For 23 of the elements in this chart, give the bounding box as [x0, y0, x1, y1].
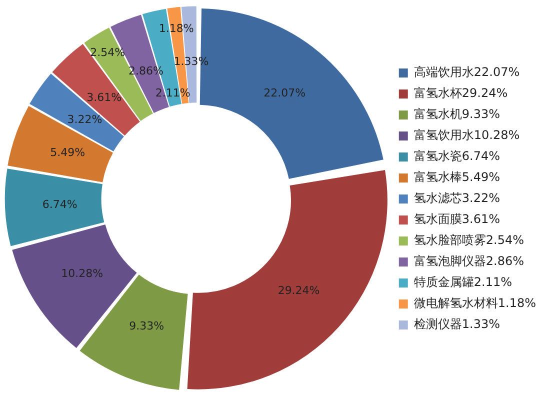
- data-label: 3.61%: [86, 90, 122, 104]
- data-label: 29.24%: [278, 284, 320, 297]
- legend-label: 微电解氢水材料1.18%: [414, 296, 536, 310]
- legend-label: 富氢水棒5.49%: [414, 170, 500, 184]
- legend-label: 富氢水杯29.24%: [414, 86, 508, 100]
- data-label: 6.74%: [42, 198, 78, 211]
- data-label: 1.33%: [174, 54, 209, 68]
- legend-label: 氢水面膜3.61%: [414, 212, 500, 226]
- legend-label: 富氢水机9.33%: [414, 107, 500, 122]
- data-label: 5.49%: [50, 146, 86, 160]
- legend-label: 富氢泡脚仪器2.86%: [414, 254, 524, 268]
- legend-label: 检测仪器1.33%: [414, 317, 500, 332]
- legend-label: 氢水滤芯3.22%: [414, 191, 500, 206]
- data-label: 1.18%: [158, 22, 194, 36]
- data-label: 3.22%: [67, 112, 102, 126]
- legend-label: 富氢饮用水10.28%: [414, 128, 520, 142]
- data-label: 22.07%: [264, 86, 306, 100]
- legend-label: 高端饮用水22.07%: [414, 65, 520, 80]
- legend-label: 氢水脸部喷雾2.54%: [414, 233, 524, 248]
- data-label: 10.28%: [61, 266, 104, 280]
- legend-label: 富氢水瓷6.74%: [414, 149, 500, 164]
- data-label: 9.33%: [129, 320, 164, 333]
- legend-label: 特质金属罐2.11%: [414, 275, 512, 290]
